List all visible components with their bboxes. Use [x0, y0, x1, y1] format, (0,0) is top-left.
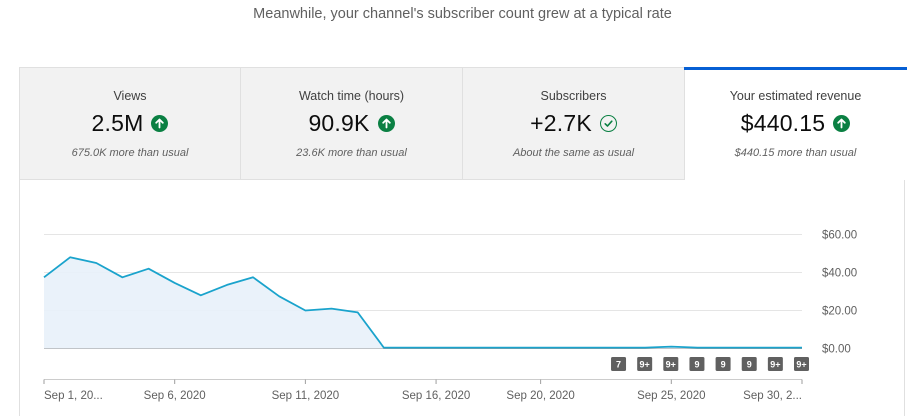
arrow-up-icon: [151, 115, 169, 132]
tab-subtext: About the same as usual: [512, 147, 635, 159]
tab-label: Watch time (hours): [298, 89, 405, 103]
annotation-badge-label: 9: [721, 360, 726, 370]
tab-label: Views: [113, 89, 147, 103]
annotation-badge: [741, 357, 757, 371]
annotation-badge-label: 9+: [770, 360, 780, 370]
tab-value: $440.15: [740, 110, 826, 136]
tab-subtext: $440.15 more than usual: [734, 147, 857, 159]
tab-watch-time[interactable]: Watch time (hours) 90.9K 23.6K more than…: [241, 68, 463, 180]
y-tick-label: $40.00: [822, 268, 857, 280]
annotation-badge: [715, 357, 731, 371]
check-circle-icon: [599, 115, 617, 132]
tab-subscribers[interactable]: Subscribers +2.7K About the same as usua…: [463, 68, 685, 180]
annotation-badge: [689, 357, 705, 371]
annotation-badge-label: 9+: [796, 360, 806, 370]
x-tick-label: Sep 1, 20...: [44, 390, 103, 402]
x-tick-label: Sep 25, 2020: [637, 390, 705, 402]
series-area: [44, 257, 802, 349]
x-tick-label: Sep 20, 2020: [506, 390, 574, 402]
x-tick-label: Sep 6, 2020: [144, 390, 206, 402]
tab-value: 2.5M: [91, 110, 144, 136]
tab-subtext: 675.0K more than usual: [71, 147, 189, 159]
y-tick-label: $0.00: [822, 344, 851, 356]
annotation-badge-label: 9+: [666, 360, 676, 370]
annotation-badge-label: 9+: [640, 360, 650, 370]
x-tick-label: Sep 11, 2020: [272, 390, 340, 402]
annotation-badge-label: 9: [694, 360, 699, 370]
x-tick-label: Sep 16, 2020: [402, 390, 470, 402]
annotation-badge: [611, 357, 627, 371]
tab-label: Your estimated revenue: [729, 89, 862, 103]
tab-estimated-revenue[interactable]: Your estimated revenue $440.15 $440.15 m…: [684, 67, 907, 180]
analytics-card: Views 2.5M 675.0K more than usual Watch …: [19, 67, 907, 416]
arrow-up-icon: [377, 115, 395, 132]
tab-value: 90.9K: [308, 110, 370, 136]
tab-views[interactable]: Views 2.5M 675.0K more than usual: [20, 68, 241, 180]
annotation-badge: [767, 357, 783, 371]
annotation-badge: [637, 357, 653, 371]
annotation-badge: [794, 357, 809, 371]
y-tick-label: $20.00: [822, 306, 857, 318]
metric-tabs: Views 2.5M 675.0K more than usual Watch …: [20, 67, 907, 180]
tab-value: +2.7K: [530, 110, 592, 136]
tab-subtext: 23.6K more than usual: [296, 147, 407, 159]
annotation-badge-label: 9: [747, 360, 752, 370]
headline: Meanwhile, your channel's subscriber cou…: [253, 6, 672, 22]
tab-label: Subscribers: [540, 89, 607, 103]
y-tick-label: $60.00: [822, 230, 857, 242]
annotation-badge-label: 7: [616, 360, 621, 370]
series-line: [43, 256, 802, 349]
x-tick-label: Sep 30, 2...: [743, 390, 802, 402]
arrow-up-icon: [833, 115, 851, 132]
annotation-badge: [663, 357, 679, 371]
